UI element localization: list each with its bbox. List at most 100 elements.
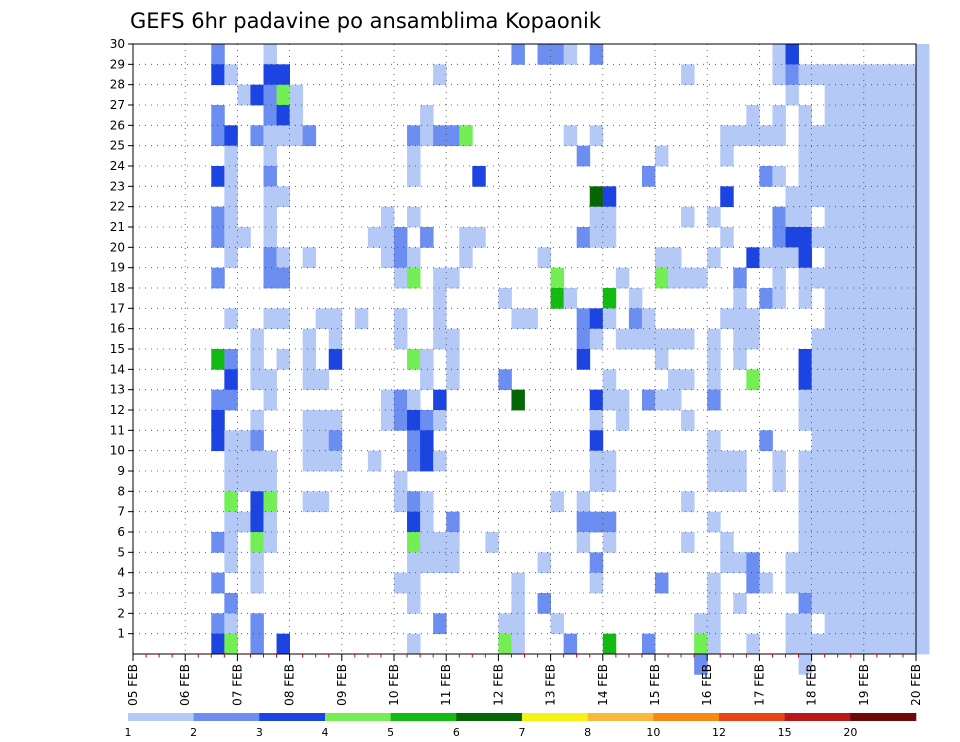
heatmap-cell [589, 410, 604, 431]
heatmap-cell [916, 511, 930, 533]
heatmap-cell [863, 491, 878, 513]
heatmap-cell [681, 369, 695, 391]
heatmap-cell [224, 206, 238, 228]
heatmap-cell [655, 572, 669, 594]
y-tick-label: 12 [110, 403, 125, 417]
heatmap-cell [511, 633, 525, 655]
heatmap-cell [407, 430, 421, 452]
heatmap-cell [824, 613, 839, 635]
heatmap-cell [733, 267, 747, 289]
heatmap-cell [641, 328, 656, 350]
heatmap-cell [276, 247, 290, 269]
heatmap-cell [902, 633, 917, 655]
heatmap-cell [550, 44, 565, 65]
heatmap-cell [302, 328, 317, 350]
heatmap-cell [876, 511, 891, 533]
heatmap-cell [224, 450, 238, 472]
heatmap-cell [250, 349, 264, 370]
heatmap-cell [850, 410, 865, 431]
heatmap-cell [746, 572, 760, 594]
heatmap-cell [850, 186, 865, 208]
heatmap-cell [876, 552, 891, 574]
colorbar: 1 2 3 4 5 6 7 8 10 12 15 20 [125, 713, 917, 739]
heatmap-cell [837, 593, 852, 614]
heatmap-cell [524, 308, 538, 330]
heatmap-cell [811, 389, 826, 411]
heatmap-cell [250, 491, 264, 513]
heatmap-cell [863, 532, 878, 553]
heatmap-cell [785, 572, 799, 594]
colorbar-label: 2 [190, 726, 197, 739]
heatmap-cell [876, 572, 891, 594]
heatmap-cell [916, 613, 930, 635]
heatmap-cell [433, 410, 447, 431]
heatmap-cell [224, 186, 238, 208]
heatmap-cell [902, 552, 917, 574]
heatmap-cell [250, 633, 264, 655]
heatmap-cell [916, 206, 930, 228]
heatmap-cell [394, 410, 408, 431]
y-tick-label: 19 [110, 261, 125, 275]
heatmap-cell [916, 308, 930, 330]
heatmap-cell [916, 288, 930, 309]
heatmap-cell [263, 491, 277, 513]
heatmap-cell [798, 267, 812, 289]
x-tick-label: 20 FEB [909, 664, 923, 706]
heatmap-cell [433, 613, 447, 635]
heatmap-cell [250, 532, 264, 553]
heatmap-cell [641, 308, 656, 330]
heatmap-cell [211, 206, 225, 228]
heatmap-cell [446, 532, 460, 553]
heatmap-cell [433, 532, 447, 553]
y-tick-label: 15 [110, 342, 125, 356]
heatmap-cell [589, 450, 604, 472]
heatmap-cell [916, 227, 930, 248]
heatmap-cell [863, 511, 878, 533]
heatmap-cell [537, 593, 551, 614]
heatmap-cell [916, 349, 930, 370]
heatmap-cell [824, 349, 839, 370]
heatmap-cell [889, 511, 904, 533]
heatmap-cell [916, 105, 930, 126]
colorbar-label: 1 [125, 726, 132, 739]
heatmap-cell [707, 247, 721, 269]
x-tick-label: 05 FEB [126, 664, 140, 706]
heatmap-cell [250, 125, 264, 147]
y-tick-label: 28 [110, 78, 125, 92]
heatmap-cell [889, 613, 904, 635]
heatmap-cell [498, 613, 512, 635]
heatmap-cell [707, 593, 721, 614]
heatmap-cell [916, 430, 930, 452]
heatmap-cell [733, 125, 747, 147]
heatmap-cell [211, 105, 225, 126]
heatmap-cell [876, 267, 891, 289]
heatmap-cell [889, 308, 904, 330]
heatmap-cell [681, 64, 695, 86]
heatmap-cell [681, 410, 695, 431]
heatmap-cell [576, 308, 591, 330]
heatmap-cell [367, 227, 382, 248]
heatmap-cell [589, 44, 604, 65]
heatmap-cell [263, 84, 277, 106]
heatmap-cell [394, 308, 408, 330]
heatmap-cell [811, 166, 826, 187]
heatmap-cell [746, 247, 760, 269]
heatmap-cell [916, 125, 930, 147]
heatmap-cell [420, 552, 434, 574]
y-tick-label: 26 [110, 118, 125, 132]
heatmap-cell [224, 471, 238, 492]
heatmap-cell [263, 471, 277, 492]
heatmap-cell [707, 389, 721, 411]
heatmap-cell [733, 450, 747, 472]
heatmap-cell [628, 288, 643, 309]
heatmap-cell [824, 145, 839, 167]
heatmap-cell [237, 471, 251, 492]
colorbar-label: 8 [584, 726, 591, 739]
heatmap-cell [641, 166, 656, 187]
heatmap-cell [863, 166, 878, 187]
y-tick-label: 27 [110, 98, 125, 112]
heatmap-cell [407, 349, 421, 370]
heatmap-cell [576, 227, 591, 248]
heatmap-cell [837, 105, 852, 126]
heatmap-cell [250, 552, 264, 574]
